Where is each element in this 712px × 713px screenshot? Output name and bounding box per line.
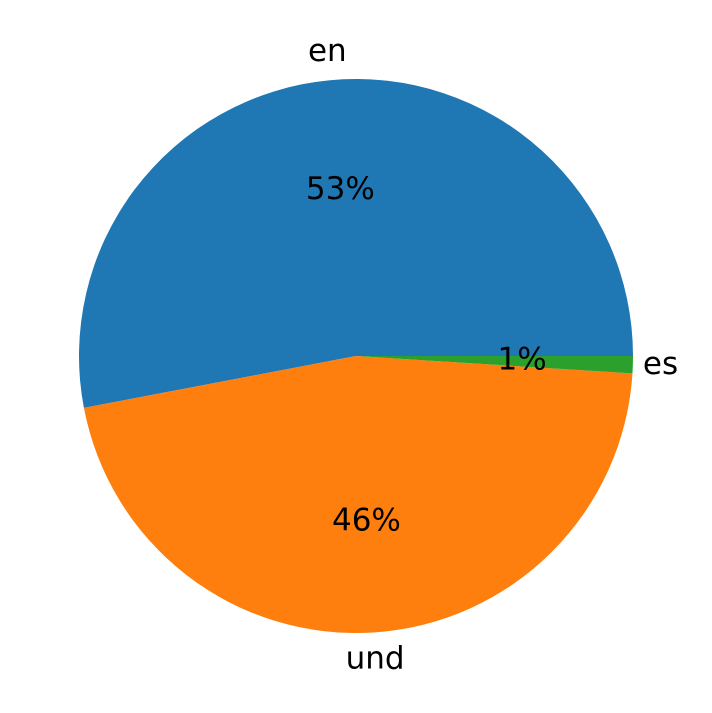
value-label: 1% [498, 342, 547, 378]
slice-label: es [643, 346, 678, 382]
value-label: 53% [306, 171, 375, 207]
slice-label: und [346, 641, 405, 677]
pie-slice [83, 356, 633, 634]
slice-label: en [308, 33, 347, 69]
pie-slice [79, 78, 633, 408]
pie-slice [356, 356, 633, 374]
value-label: 46% [332, 502, 401, 538]
